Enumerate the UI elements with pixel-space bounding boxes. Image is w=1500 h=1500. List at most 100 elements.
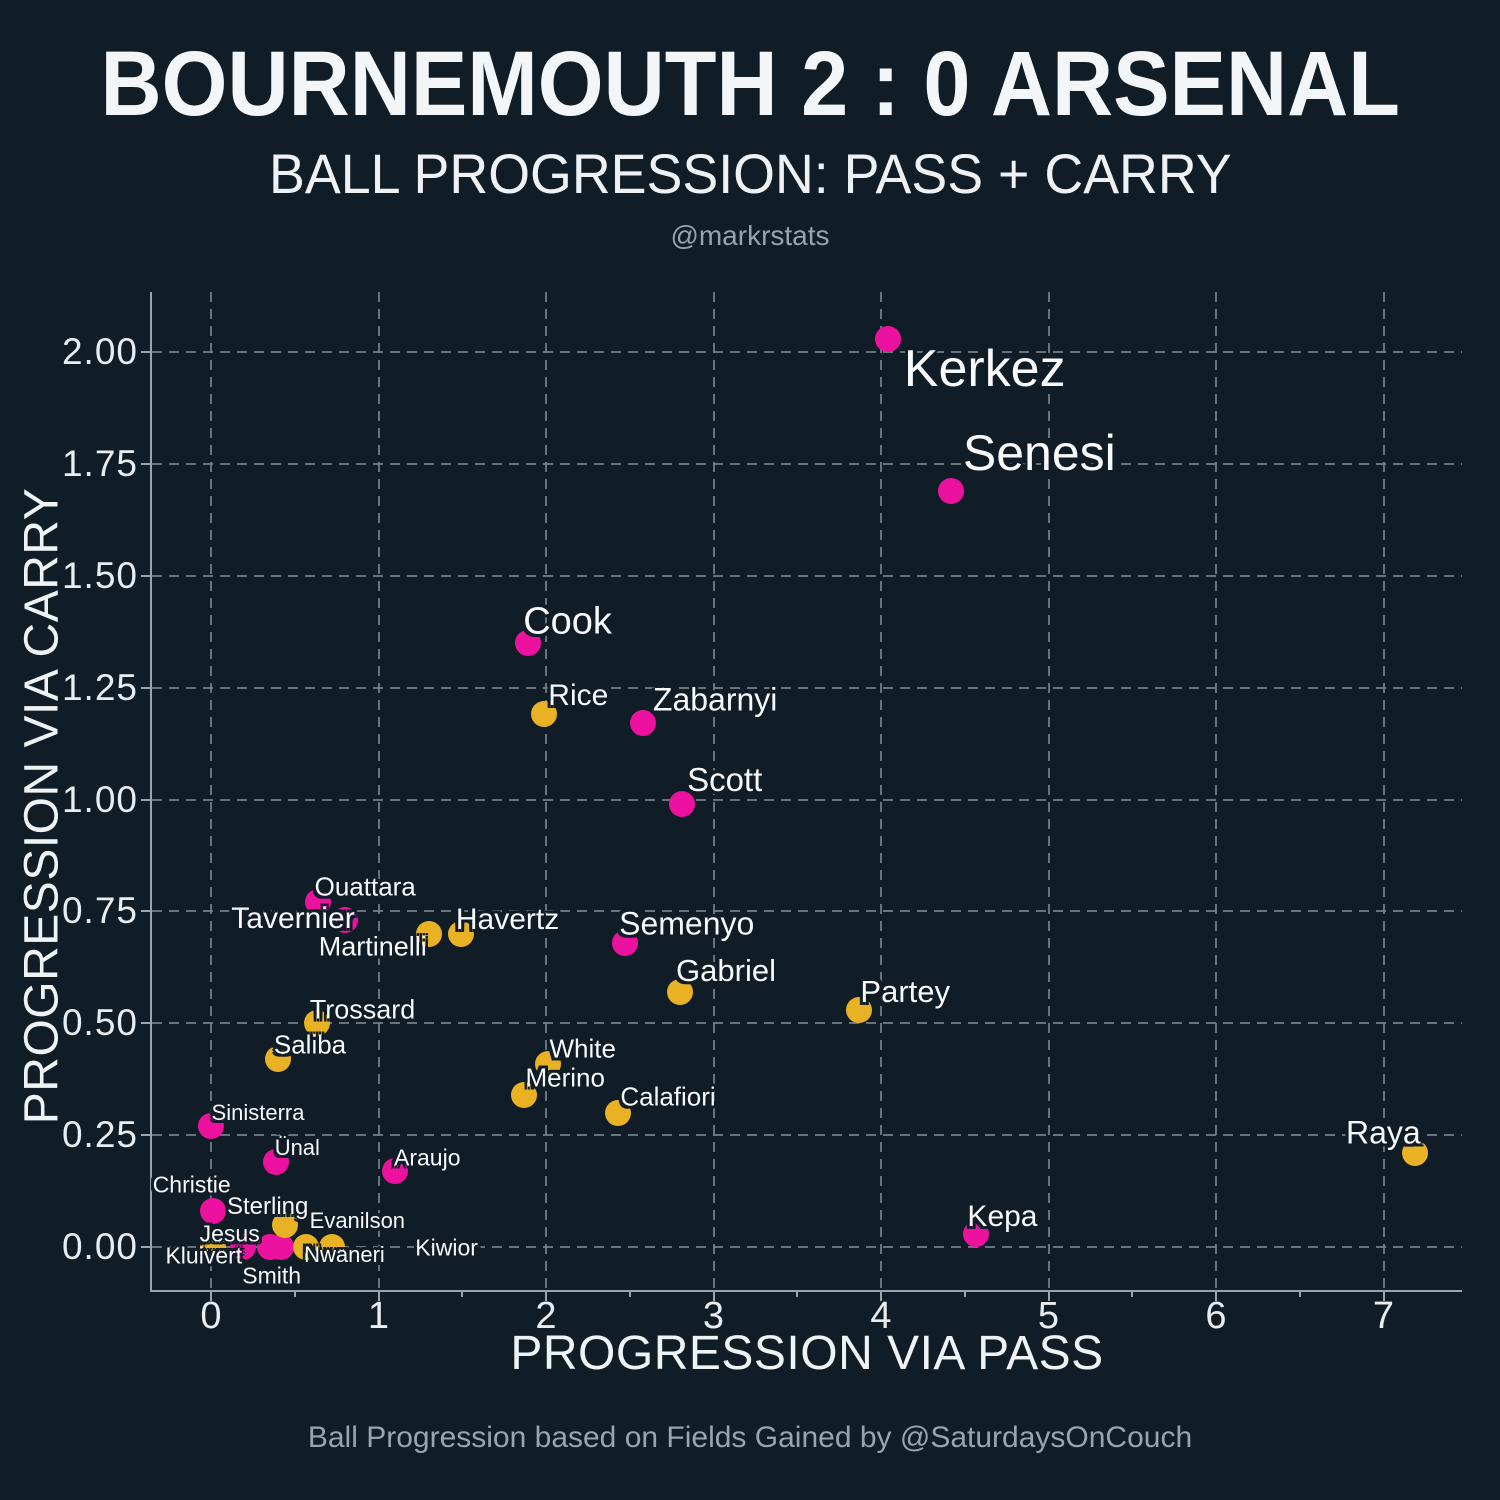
x-tick [1382,1292,1385,1301]
data-point-label: Merino [525,1062,605,1093]
data-point-label: Ünal [274,1134,320,1160]
y-tick [141,462,150,465]
x-minor-tick [1298,1292,1301,1297]
y-tick [141,351,150,353]
x-minor-tick [796,1292,799,1297]
data-point-label: Kluivert [165,1242,243,1269]
y-tick-label: 0.50 [61,1002,138,1044]
x-tick [712,1292,715,1301]
y-tick-label: 1.50 [61,554,138,596]
data-point-label: Nwaneri [304,1242,385,1267]
y-tick [141,1246,150,1248]
x-tick-label: 6 [1205,1295,1227,1337]
v-gridline [377,292,380,1290]
y-tick [141,798,150,801]
y-axis-title: PROGRESSION VIA CARRY [15,487,69,1125]
y-tick-label: 1.00 [61,778,138,820]
data-point [938,477,965,504]
x-tick-label: 0 [200,1295,222,1337]
x-tick [377,1292,380,1301]
x-axis-title: PROGRESSION VIA PASS [510,1327,1104,1380]
h-gridline [152,1134,1462,1137]
y-tick-label: 0.25 [61,1114,138,1156]
data-point [605,1099,632,1126]
data-point-label: Sterling [227,1192,309,1220]
x-tick-label: 5 [1037,1295,1060,1337]
data-point [271,1211,298,1238]
x-tick-label: 7 [1372,1295,1395,1337]
x-tick-label: 2 [535,1295,557,1337]
data-point-label: Rice [548,679,609,713]
data-point [268,1234,295,1260]
data-point [611,929,638,956]
data-point [229,1234,256,1260]
data-point [447,920,474,947]
data-point [293,1234,320,1260]
data-point-label: Trossard [309,994,416,1025]
h-gridline [152,798,1462,801]
data-point-label: Semenyo [619,905,755,942]
data-point-label: Tavernier [231,902,355,936]
data-point [332,907,358,934]
chart-title-text: BOURNEMOUTH 2 : 0 ARSENAL [100,33,1400,135]
data-point [846,996,873,1023]
v-gridline [210,292,212,1290]
data-point-label: White [549,1033,616,1064]
data-point [265,1046,291,1073]
h-gridline [152,1022,1462,1025]
y-tick [141,1022,150,1025]
y-tick [141,1134,150,1137]
data-point-label: Ouattara [314,871,416,902]
chart-subtitle-text: BALL PROGRESSION: PASS + CARRY [268,142,1232,205]
x-minor-tick [461,1292,464,1297]
x-tick [880,1292,882,1301]
data-point-label: Gabriel [676,952,776,988]
data-point [511,1081,538,1108]
h-gridline [152,462,1462,465]
data-point-label: Zabarnyi [652,681,778,718]
data-point [318,1234,345,1260]
data-point [668,790,695,817]
data-point-label: Kiwior [415,1234,478,1261]
data-point [199,1234,226,1260]
data-point-label: Smith [242,1262,302,1289]
data-point [531,701,558,728]
y-tick-label: 0.75 [61,890,138,932]
data-point [263,1148,290,1175]
h-gridline [152,574,1462,577]
h-gridline [152,351,1462,353]
data-point [874,325,901,352]
y-tick-label: 1.75 [61,442,138,484]
y-tick-label: 0.00 [61,1226,138,1267]
data-point [415,920,442,947]
credit-text: @markrstats [670,220,830,251]
x-tick [545,1292,547,1301]
y-tick-label: 2.00 [61,331,138,372]
h-gridline [152,910,1462,913]
data-point-label: Partey [860,973,951,1009]
data-point [630,710,657,737]
x-tick-label: 3 [702,1295,725,1337]
data-point [963,1220,990,1247]
data-point-label: Christie [152,1171,231,1198]
data-point-label: Cook [523,600,612,643]
y-axis-spine [150,292,152,1292]
x-axis-spine [150,1290,1462,1292]
data-point-label: Kerkez [903,339,1066,398]
data-point-label: Araujo [394,1144,461,1171]
data-point [1402,1140,1429,1167]
v-gridline [1215,292,1217,1290]
data-point-label: Kepa [967,1199,1038,1233]
data-point-label: Senesi [962,424,1116,481]
data-point-label: Martinelli [318,931,427,962]
data-point-label: Calafiori [620,1081,716,1112]
v-gridline [880,292,882,1290]
x-tick [210,1292,212,1301]
data-point [382,1157,409,1184]
x-minor-tick [1131,1292,1134,1297]
data-point [303,1010,330,1037]
y-tick [141,910,150,913]
v-gridline [1047,292,1050,1290]
data-point [667,978,693,1005]
data-point [198,1113,224,1140]
